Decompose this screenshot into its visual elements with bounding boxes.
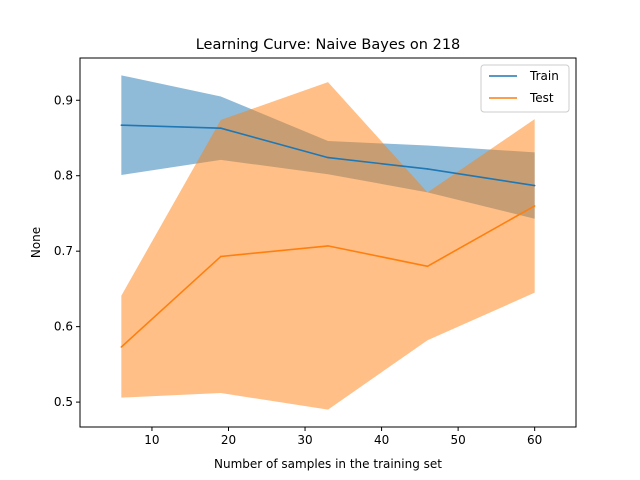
y-tick-label: 0.9 [54,93,73,107]
point-test-1 [220,255,222,258]
legend-label-train: Train [529,69,559,83]
x-tick-label: 10 [144,433,159,447]
y-tick-label: 0.8 [54,169,73,183]
x-tick-label: 60 [527,433,542,447]
point-train-0 [120,124,123,126]
legend: Train Test [480,64,570,113]
x-axis-label: Number of samples in the training set [214,457,442,471]
point-test-2 [327,245,329,247]
point-test-3 [426,265,429,268]
point-train-1 [220,127,222,129]
chart-title: Learning Curve: Naive Bayes on 218 [196,37,461,53]
x-tick-label: 30 [297,433,312,447]
point-test-0 [120,346,123,348]
point-test-4 [533,205,536,207]
y-tick-label: 0.7 [54,244,73,258]
y-tick-label: 0.6 [54,320,73,334]
x-tick-label: 20 [221,433,236,447]
x-tick-label: 40 [374,433,389,447]
x-tick-label: 50 [450,433,465,447]
x-axis-ticks: 10 20 30 40 50 60 [144,427,542,447]
series-lines [120,124,536,348]
y-axis-ticks: 0.5 0.6 0.7 0.8 0.9 [54,93,80,409]
plot-frame [79,57,577,428]
point-train-2 [327,156,329,159]
point-train-3 [426,168,429,170]
y-axis-label: None [29,227,43,258]
point-train-4 [533,184,536,187]
y-tick-label: 0.5 [54,395,73,409]
legend-label-test: Test [529,91,554,105]
